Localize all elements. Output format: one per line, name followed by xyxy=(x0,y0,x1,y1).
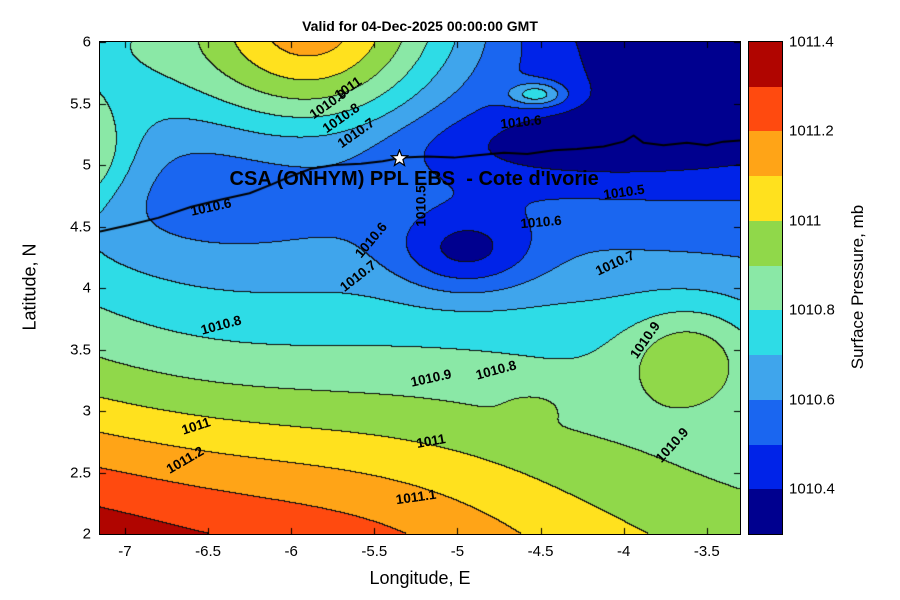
colorbar xyxy=(748,41,783,535)
colorbar-tick-label: 1010.4 xyxy=(789,480,835,498)
y-tick-label: 2.5 xyxy=(70,464,91,481)
colorbar-tick-label: 1010.8 xyxy=(789,301,835,319)
colorbar-band xyxy=(749,86,782,132)
contour-label: 1010.9 xyxy=(409,366,453,390)
colorbar-band xyxy=(749,310,782,356)
contour-label: 1011.1 xyxy=(394,486,437,508)
contour-labels-layer: 1011 1010.9 1010.8 1010.7 1010.6 1010.5 1010.6… xyxy=(100,42,740,534)
contour-label: 1010.6 xyxy=(499,112,542,132)
contour-label: 1010.5 xyxy=(602,181,646,203)
chart-title: Valid for 04-Dec-2025 00:00:00 GMT xyxy=(302,18,538,34)
y-axis-label: Latitude, N xyxy=(19,243,40,331)
y-tick-label: 5.5 xyxy=(70,95,91,112)
contour-label: 1010.7 xyxy=(336,257,379,295)
colorbar-band xyxy=(749,42,782,87)
contour-label: 1010.6 xyxy=(351,219,390,261)
colorbar-band xyxy=(749,444,782,490)
colorbar-tick-label: 1011 xyxy=(789,212,822,230)
x-tick-label: -5.5 xyxy=(361,543,388,560)
colorbar-band xyxy=(749,265,782,311)
colorbar-tick-label: 1010.6 xyxy=(789,391,835,409)
x-tick-label: -7 xyxy=(118,543,132,560)
y-tick-label: 4.5 xyxy=(70,218,91,235)
colorbar-band xyxy=(749,489,782,535)
colorbar-band xyxy=(749,131,782,177)
colorbar-tick-label: 1011.4 xyxy=(789,33,834,51)
y-tick-label: 3 xyxy=(82,402,91,420)
contour-label: 1010.6 xyxy=(189,195,234,219)
colorbar-band xyxy=(749,355,782,400)
contour-label: 1011 xyxy=(180,414,213,438)
x-tick-label: -5 xyxy=(450,543,465,560)
y-tick-label: 3.5 xyxy=(70,341,91,358)
colorbar-band xyxy=(749,176,782,221)
site-annotation: CSA (ONHYM) PPL EBS - Cote d'Ivorie xyxy=(229,167,599,190)
x-tick-label: -6.5 xyxy=(195,543,221,560)
x-tick-label: -4.5 xyxy=(527,543,554,560)
x-tick-label: -3.5 xyxy=(693,543,720,560)
y-tick-label: 4 xyxy=(82,279,91,297)
contour-label: 1010.7 xyxy=(593,247,638,279)
y-tick-label: 5 xyxy=(82,156,91,174)
contour-label: 1011 xyxy=(415,430,447,451)
contour-field-canvas xyxy=(100,42,740,534)
contour-label: 1010.8 xyxy=(199,312,244,338)
contour-label: 1011.2 xyxy=(163,443,207,477)
y-tick-label: 6 xyxy=(82,33,91,51)
x-axis-label: Longitude, E xyxy=(369,568,471,588)
contour-label: 1010.9 xyxy=(627,318,664,361)
contour-label: 1010.6 xyxy=(519,212,562,231)
contour-label: 1010.5 xyxy=(413,184,429,227)
colorbar-band xyxy=(749,220,782,266)
colorbar-tick-label: 1011.2 xyxy=(789,122,834,140)
x-tick-label: -6 xyxy=(284,543,298,560)
contour-label: 1010.8 xyxy=(473,357,518,383)
y-tick-label: 2 xyxy=(82,525,91,543)
x-tick-label: -4 xyxy=(616,543,631,560)
colorbar-label: Surface Pressure, mb xyxy=(848,204,867,370)
plot-area: 1011 1010.9 1010.8 1010.7 1010.6 1010.5 1010.6… xyxy=(99,41,741,535)
contour-label: 1010.9 xyxy=(652,425,692,466)
colorbar-band xyxy=(749,399,782,445)
station-star-icon xyxy=(389,149,409,168)
